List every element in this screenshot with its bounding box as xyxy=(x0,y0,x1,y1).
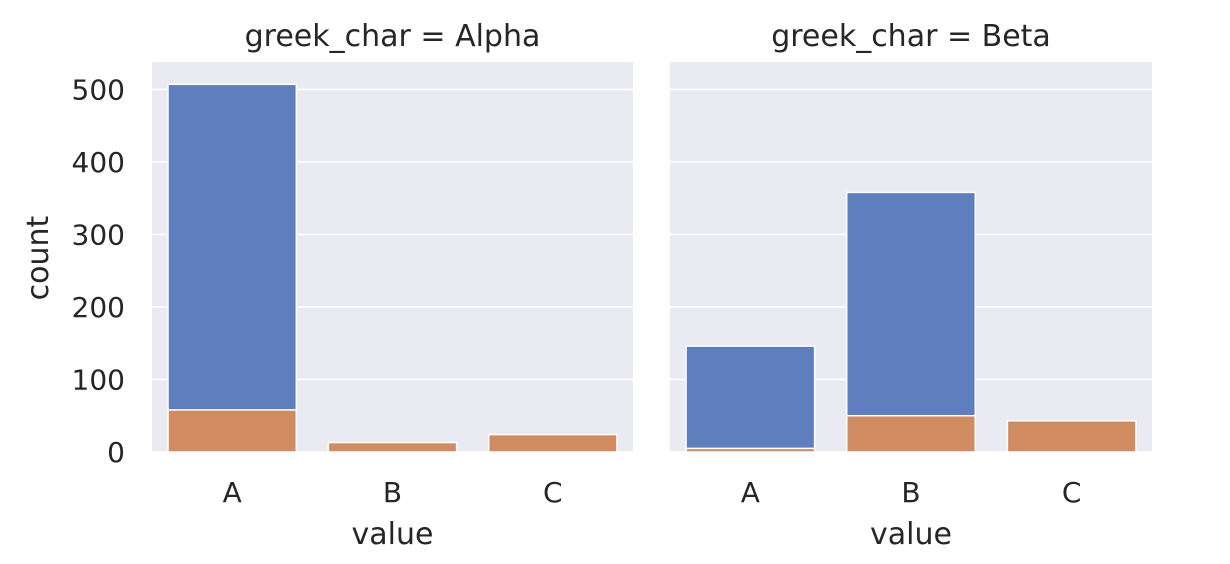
y-tick-label-0: 0 xyxy=(107,436,125,469)
bar-1-C-s2 xyxy=(487,433,618,453)
bar-2-B-s1 xyxy=(845,191,977,453)
bar-1-B-s2 xyxy=(327,441,458,453)
x-tick-label-1-C: C xyxy=(543,476,563,509)
panel-title-2: greek_char = Beta xyxy=(771,19,1051,54)
y-axis-label: count xyxy=(21,215,56,300)
x-tick-label-2-B: B xyxy=(901,476,920,509)
y-tick-label-100: 100 xyxy=(72,363,125,396)
x-tick-label-2-A: A xyxy=(741,476,760,509)
y-tick-label-500: 500 xyxy=(72,73,125,106)
bar-2-A-s2 xyxy=(685,447,816,453)
bar-2-B-s2 xyxy=(845,414,977,453)
x-tick-label-1-B: B xyxy=(383,476,402,509)
bar-1-A-s2 xyxy=(167,409,298,453)
x-tick-label-1-A: A xyxy=(223,476,242,509)
bar-2-C-s2 xyxy=(1006,420,1137,453)
y-tick-label-200: 200 xyxy=(72,291,125,324)
panel-title-1: greek_char = Alpha xyxy=(245,19,541,54)
bar-1-A-s1 xyxy=(167,83,298,453)
bar-2-A-s1 xyxy=(685,345,816,453)
x-axis-label-2: value xyxy=(870,517,952,552)
y-tick-label-400: 400 xyxy=(72,146,125,179)
x-tick-label-2-C: C xyxy=(1062,476,1082,509)
x-axis-label-1: value xyxy=(352,517,434,552)
y-tick-label-300: 300 xyxy=(72,218,125,251)
